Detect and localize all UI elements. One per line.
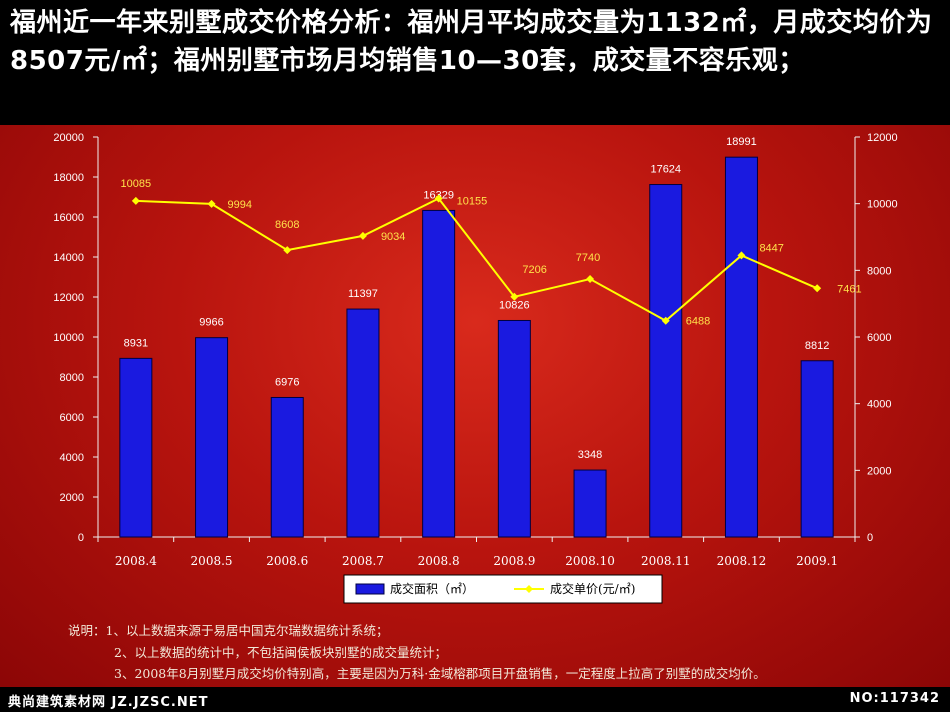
left-tick-label: 12000 bbox=[53, 292, 84, 304]
footer-site: 典尚建筑素材网 JZ.JZSC.NET bbox=[8, 695, 209, 710]
header: 福州近一年来别墅成交价格分析：福州月平均成交量为1132㎡，月成交均价为8507… bbox=[0, 0, 950, 125]
x-tick-label: 2008.6 bbox=[266, 554, 308, 568]
line-point bbox=[358, 231, 367, 240]
left-tick-label: 6000 bbox=[60, 412, 84, 424]
line-data-label: 6488 bbox=[686, 316, 710, 328]
right-tick-label: 4000 bbox=[867, 399, 891, 411]
left-tick-label: 4000 bbox=[60, 452, 84, 464]
right-tick-label: 6000 bbox=[867, 332, 891, 344]
bar bbox=[800, 360, 834, 538]
line-point bbox=[207, 199, 216, 208]
bar-data-label: 10826 bbox=[499, 299, 530, 311]
line-point bbox=[737, 251, 746, 260]
bar bbox=[270, 396, 304, 538]
line-point bbox=[586, 275, 595, 283]
left-tick-label: 10000 bbox=[53, 332, 84, 344]
page-title: 福州近一年来别墅成交价格分析：福州月平均成交量为1132㎡，月成交均价为8507… bbox=[10, 8, 933, 76]
right-tick-label: 10000 bbox=[867, 199, 898, 211]
x-tick-label: 2008.8 bbox=[418, 554, 460, 568]
right-tick-label: 0 bbox=[867, 532, 873, 544]
x-tick-label: 2009.1 bbox=[796, 554, 838, 568]
left-tick-label: 2000 bbox=[60, 492, 84, 504]
footer: 典尚建筑素材网 JZ.JZSC.NET NO:117342 bbox=[0, 687, 950, 712]
combo-chart: 0 2000 4000 6000 8000 10000 12000 14000 16000 180… bbox=[53, 132, 898, 604]
line-point bbox=[813, 284, 822, 293]
line-data-label: 7206 bbox=[522, 264, 546, 276]
x-tick-label: 2008.4 bbox=[115, 554, 157, 568]
left-tick-label: 16000 bbox=[53, 212, 84, 224]
line-data-label: 8608 bbox=[275, 219, 299, 231]
bar bbox=[422, 209, 456, 538]
right-tick-label: 12000 bbox=[867, 132, 898, 144]
line-data-label: 9994 bbox=[228, 199, 252, 211]
bar-data-label: 8812 bbox=[805, 340, 829, 352]
line-data-label: 7740 bbox=[576, 252, 600, 264]
x-tick-label: 2008.5 bbox=[191, 554, 233, 568]
line-point bbox=[283, 246, 292, 255]
left-tick-label: 14000 bbox=[53, 252, 84, 264]
legend-bar-swatch bbox=[355, 583, 385, 595]
legend-line-marker bbox=[525, 585, 533, 593]
line-point bbox=[131, 196, 140, 205]
line-data-label: 7461 bbox=[837, 283, 861, 295]
line-data-label: 9034 bbox=[381, 231, 405, 243]
bar-data-label: 6976 bbox=[275, 376, 299, 388]
bar-data-label: 8931 bbox=[124, 337, 148, 349]
bar-data-label: 3348 bbox=[578, 449, 602, 461]
left-tick-label: 0 bbox=[78, 532, 84, 544]
left-tick-label: 18000 bbox=[53, 172, 84, 184]
chart-canvas: 0 2000 4000 6000 8000 10000 12000 14000 16000 180… bbox=[0, 125, 950, 687]
bar-data-label: 18991 bbox=[726, 136, 757, 148]
x-tick-label: 2008.7 bbox=[342, 554, 384, 568]
price-line bbox=[135, 197, 818, 322]
bar bbox=[724, 156, 758, 538]
right-tick-label: 8000 bbox=[867, 265, 891, 277]
bar bbox=[346, 308, 380, 538]
footer-number: NO:117342 bbox=[849, 691, 940, 706]
bar bbox=[497, 319, 531, 538]
x-tick-label: 2008.10 bbox=[565, 554, 615, 568]
bar bbox=[649, 184, 683, 538]
legend-bar-label: 成交面积（㎡） bbox=[390, 581, 474, 596]
note-line-3: 3、2008年8月别墅月成交均价特别高，主要是因为万科·金域榕郡项目开盘销售，一… bbox=[114, 666, 766, 681]
line-point bbox=[510, 292, 519, 301]
bar-data-label: 11397 bbox=[348, 288, 378, 300]
x-tick-label: 2008.11 bbox=[641, 554, 691, 568]
left-tick-label: 8000 bbox=[60, 372, 84, 384]
line-point bbox=[661, 316, 670, 325]
line-data-label: 10085 bbox=[121, 178, 152, 190]
notes: 说明：1、以上数据来源于易居中国克尔瑞数据统计系统； 2、以上数据的统计中，不包… bbox=[68, 620, 948, 685]
left-tick-label: 20000 bbox=[53, 132, 84, 144]
bar bbox=[573, 469, 607, 538]
legend-box bbox=[343, 574, 663, 604]
line-data-label: 10155 bbox=[457, 196, 488, 208]
line-point bbox=[434, 194, 443, 203]
note-line-2: 2、以上数据的统计中，不包括闽侯板块别墅的成交量统计； bbox=[114, 644, 447, 660]
right-tick-label: 2000 bbox=[867, 465, 891, 477]
x-tick-label: 2008.12 bbox=[717, 554, 767, 568]
legend-line-label: 成交单价(元/㎡) bbox=[550, 581, 635, 596]
bar bbox=[195, 337, 229, 538]
bar bbox=[119, 357, 153, 538]
line-data-label: 8447 bbox=[759, 242, 783, 254]
bar-data-label: 9966 bbox=[199, 317, 223, 329]
bar-data-label: 17624 bbox=[650, 164, 681, 176]
note-line-1: 说明：1、以上数据来源于易居中国克尔瑞数据统计系统； bbox=[68, 623, 389, 638]
x-tick-label: 2008.9 bbox=[493, 554, 535, 568]
